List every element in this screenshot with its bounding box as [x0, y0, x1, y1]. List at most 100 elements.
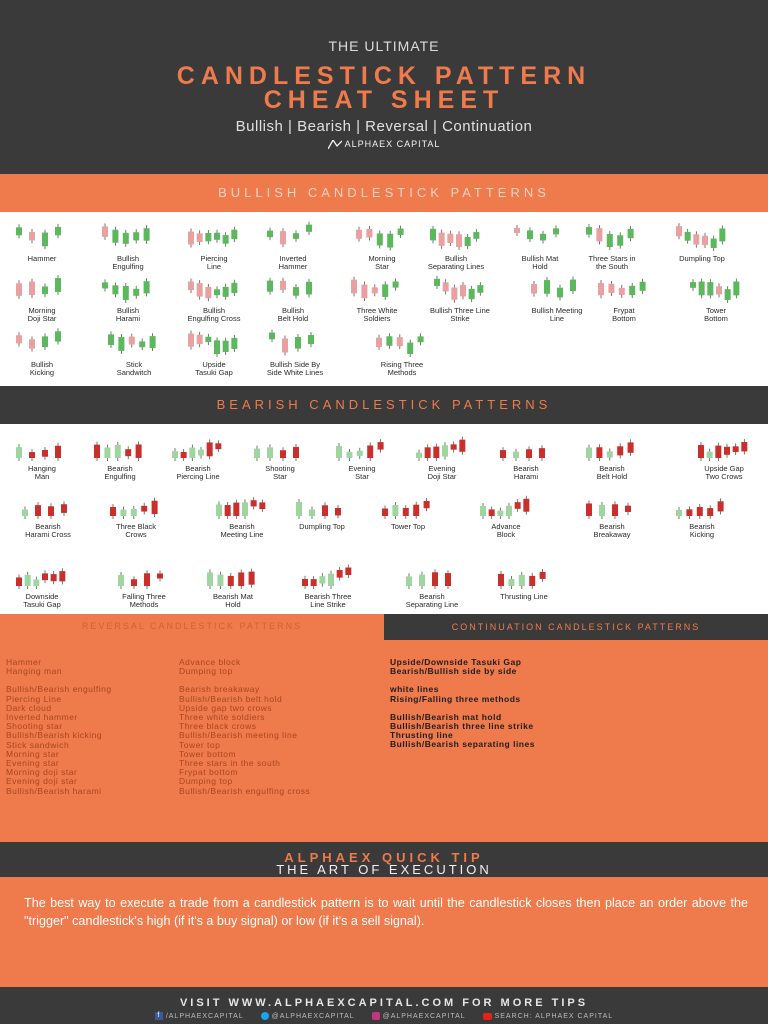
- bearish-patterns-section: Hanging Man Bearish Engulfing Bearish Piercin…: [0, 424, 768, 614]
- pattern-label-line1: Tower: [705, 306, 726, 315]
- bullish-pattern: Bullish Engulfing: [88, 220, 168, 271]
- pattern-label-line2: Methods: [387, 368, 417, 377]
- pattern-label-line2: Man: [34, 472, 50, 481]
- bullish-pattern: Hammer: [2, 220, 82, 263]
- youtube-handle[interactable]: SEARCH: ALPHAEX CAPITAL: [494, 1012, 614, 1020]
- bullish-pattern: Frypat Bottom: [584, 272, 664, 323]
- pattern-label-line2: the South: [595, 262, 629, 271]
- list-item: white lines: [390, 684, 439, 695]
- list-item: Bullish/Bearish harami: [6, 785, 102, 796]
- pattern-label-line1: Morning: [368, 254, 396, 263]
- pattern-label-line2: Breakaway: [593, 530, 631, 539]
- list-item: Bullish/Bearish mat hold: [390, 711, 502, 722]
- facebook-icon[interactable]: f: [154, 1012, 163, 1020]
- twitter-icon[interactable]: [260, 1012, 269, 1020]
- pattern-label-line1: Bullish Meeting: [531, 306, 583, 315]
- pattern-label-line1: Bearish: [419, 592, 445, 601]
- bullish-pattern: Three Stars in the South: [572, 220, 652, 271]
- pattern-label-line1: Upside Gap: [704, 464, 744, 473]
- pattern-label-line2: Block: [496, 530, 516, 539]
- pattern-label-line1: Three Stars in: [588, 254, 636, 263]
- tip-title: ALPHAEX QUICK TIP: [284, 850, 484, 865]
- pattern-label-line1: Advance: [491, 522, 521, 531]
- candlestick-chart-icon: [282, 488, 362, 522]
- pattern-label-line1: Bullish: [444, 254, 468, 263]
- candlestick-chart-icon: [572, 488, 652, 522]
- candlestick-chart-icon: [2, 220, 82, 254]
- candlestick-chart-icon: [362, 326, 442, 360]
- pattern-label-line2: Crows: [125, 530, 147, 539]
- bullish-pattern: Inverted Hammer: [253, 220, 333, 271]
- bullish-pattern: Bullish Engulfing Cross: [174, 272, 254, 323]
- header: THE ULTIMATE CANDLESTICK PATTERN CHEAT S…: [0, 0, 768, 174]
- list-item: Tower bottom: [179, 748, 237, 759]
- youtube-icon[interactable]: [482, 1012, 492, 1020]
- list-item: Frypat bottom: [179, 767, 238, 778]
- pattern-label-line2: Kicking: [29, 368, 55, 377]
- bullish-patterns-section: Hammer Bullish Engulfing Piercing Line Invert…: [0, 212, 768, 386]
- tip-box: [0, 877, 768, 987]
- bearish-pattern: Bearish Three Line Strike: [288, 558, 368, 609]
- pattern-label-line2: Piercing Line: [176, 472, 220, 481]
- list-item: Evening doji star: [6, 776, 78, 787]
- instagram-handle[interactable]: @ALPHAEXCAPITAL: [382, 1012, 466, 1020]
- pattern-label-line2: Dumpling Top: [299, 522, 345, 531]
- pattern-label-line1: Bullish: [30, 360, 54, 369]
- tip-subtitle: THE ART OF EXECUTION: [276, 862, 492, 877]
- candlestick-chart-icon: [2, 558, 82, 592]
- bullish-heading: BULLISH CANDLESTICK PATTERNS: [0, 174, 768, 212]
- pattern-label-line1: Bullish Side By: [269, 360, 321, 369]
- pattern-label-line2: Star: [355, 472, 369, 481]
- candlestick-chart-icon: [288, 558, 368, 592]
- bullish-pattern: Bullish Mat Hold: [500, 220, 580, 271]
- candlestick-chart-icon: [500, 220, 580, 254]
- list-item: Dumping top: [179, 666, 233, 677]
- candlestick-chart-icon: [486, 430, 566, 464]
- pattern-label-line2: Engulfing: [112, 262, 144, 271]
- title-line-1: CANDLESTICK PATTERN: [176, 62, 592, 90]
- list-item: Shooting star: [6, 721, 63, 732]
- bullish-pattern: Tower Bottom: [676, 272, 756, 323]
- candlestick-chart-icon: [662, 220, 742, 254]
- candlestick-chart-icon: [676, 272, 756, 306]
- bullish-pattern: Stick Sandwitch: [94, 326, 174, 377]
- pattern-label-line1: Bearish: [229, 522, 255, 531]
- footer-visit-link[interactable]: VISIT WWW.ALPHAEXCAPITAL.COM FOR MORE TI…: [179, 997, 589, 1009]
- pattern-label-line1: Bullish: [281, 306, 305, 315]
- candlestick-chart-icon: [322, 430, 402, 464]
- pattern-label-line1: Hanging: [28, 464, 56, 473]
- bullish-pattern: Bullish Side By Side White Lines: [255, 326, 335, 377]
- continuation-panel: CONTINUATION CANDLESTICK PATTERNS Upside…: [384, 614, 768, 842]
- instagram-icon[interactable]: [371, 1012, 380, 1020]
- reversal-panel: REVERSAL CANDLESTICK PATTERNS Hammer Hang…: [0, 614, 384, 842]
- pattern-label-line1: Bullish: [116, 306, 140, 315]
- list-item: Tower top: [179, 739, 221, 750]
- bullish-pattern: Bullish Harami: [88, 272, 168, 323]
- twitter-handle[interactable]: @ALPHAEXCAPITAL: [271, 1012, 355, 1020]
- candlestick-chart-icon: [158, 430, 238, 464]
- pattern-label-line1: Bearish: [185, 464, 211, 473]
- pattern-label-line1: Bearish: [599, 464, 625, 473]
- candlestick-chart-icon: [684, 430, 764, 464]
- pattern-label-line2: Star: [375, 262, 389, 271]
- candlestick-chart-icon: [572, 220, 652, 254]
- pattern-label-line1: Bullish Mat: [521, 254, 559, 263]
- list-item: Three black crows: [179, 721, 257, 732]
- pattern-label-line2: Sandwitch: [116, 368, 152, 377]
- list-item: Stick sandwich: [6, 739, 70, 750]
- pattern-label-line2: Side White Lines: [266, 368, 324, 377]
- bearish-pattern: Bearish Breakaway: [572, 488, 652, 539]
- reversal-list-2: Advance block Dumping top Bearish breakawa…: [179, 657, 310, 796]
- tip-header: ALPHAEX QUICK TIP THE ART OF EXECUTION: [0, 842, 768, 877]
- pattern-label-line2: Separating Lines: [427, 262, 485, 271]
- bullish-pattern: Morning Doji Star: [2, 272, 82, 323]
- bearish-pattern: Bearish Mat Hold: [193, 558, 273, 609]
- list-item: Bearish breakaway: [179, 684, 260, 695]
- bearish-pattern: Evening Doji Star: [402, 430, 482, 481]
- facebook-handle[interactable]: /ALPHAEXCAPITAL: [165, 1012, 244, 1020]
- list-item: Bullish/Bearish separating lines: [390, 739, 535, 750]
- pattern-label-line2: Tasuki Gap: [23, 600, 61, 609]
- bullish-pattern: Dumpling Top: [662, 220, 742, 263]
- pattern-label-line2: Meeting Line: [220, 530, 264, 539]
- pattern-label-line2: Thrusting Line: [500, 592, 548, 601]
